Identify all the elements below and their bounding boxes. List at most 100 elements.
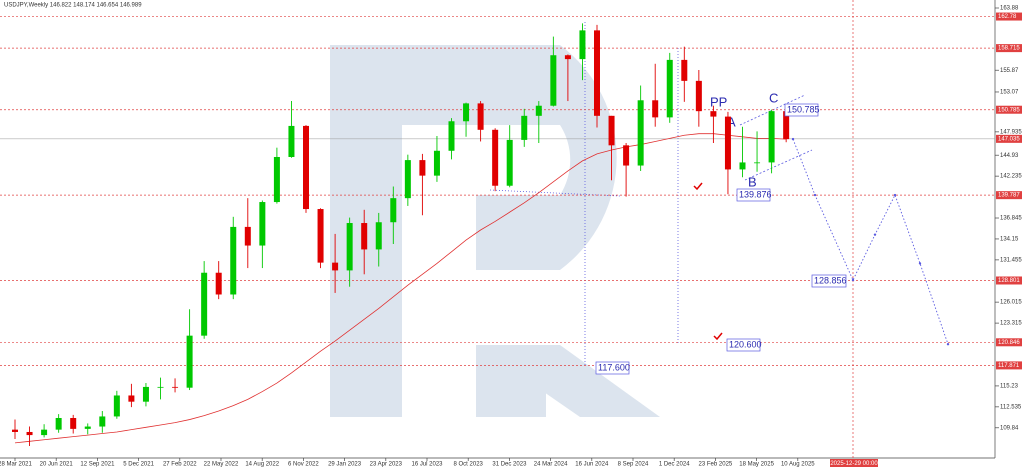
x-tick-label: 14 Aug 2022 <box>245 462 279 468</box>
candle-body <box>273 156 280 203</box>
moving-average <box>14 133 787 444</box>
y-tick-label: 147.935 <box>1000 129 1022 135</box>
wave-label: B <box>748 174 757 189</box>
y-tick-label: 109.84 <box>1000 425 1019 431</box>
y-tick-label: 131.455 <box>1000 257 1022 263</box>
level-label: 162.78 <box>998 14 1017 20</box>
price-label: 147.035 <box>998 136 1020 142</box>
forecast-path <box>792 138 949 345</box>
y-tick-label: 153.07 <box>1000 90 1019 96</box>
x-tick-label: 27 Feb 2022 <box>163 462 197 468</box>
x-tick-label: 28 Mar 2021 <box>0 462 33 468</box>
price-callout <box>726 338 761 352</box>
candle-body <box>55 417 62 430</box>
x-tick-label: 29 Jan 2023 <box>328 462 362 468</box>
candle-body <box>70 417 77 429</box>
x-tick-label: 24 Mar 2024 <box>534 462 568 468</box>
candle-body <box>564 55 571 60</box>
candle-body <box>361 223 368 250</box>
y-tick-label: 115.23 <box>1000 383 1019 389</box>
candle-body <box>230 226 237 295</box>
level-label: 128.801 <box>998 278 1020 284</box>
level-label: 150.785 <box>998 107 1020 113</box>
price-callout-label: 117.600 <box>598 362 630 372</box>
candle-body <box>637 100 644 166</box>
price-callout-label: 120.600 <box>729 339 762 349</box>
candle-body <box>666 59 673 118</box>
candle-body <box>448 121 455 151</box>
level-box <box>996 105 1022 114</box>
y-tick-label: 112.535 <box>1000 404 1022 410</box>
candle-body <box>128 395 135 402</box>
channel <box>744 149 813 181</box>
candle-body <box>317 209 324 263</box>
candle-body <box>463 103 470 122</box>
date-box <box>830 459 878 467</box>
forecast-point <box>918 262 922 265</box>
candle-body <box>754 162 761 164</box>
candle-body <box>390 198 397 223</box>
x-tick-label: 6 Nov 2022 <box>288 462 319 468</box>
x-tick-label: 16 Jun 2024 <box>575 462 609 468</box>
x-tick-label: 16 Jul 2023 <box>411 462 443 468</box>
candle-body <box>288 125 295 157</box>
wave-label: C <box>769 90 778 105</box>
candle-body <box>492 129 499 186</box>
candle-body <box>506 139 513 186</box>
candle-body <box>594 30 600 116</box>
wave-label: A <box>727 114 736 129</box>
y-tick-label: 126.015 <box>1000 300 1022 306</box>
guide <box>489 189 621 197</box>
candle-body <box>768 111 775 163</box>
candle-body <box>695 80 702 112</box>
candle-body <box>724 116 731 170</box>
watermark <box>330 45 660 417</box>
y-tick-label: 134.15 <box>1000 237 1019 243</box>
level-box <box>996 361 1022 370</box>
candle-body <box>157 386 164 388</box>
candle-body <box>303 125 309 210</box>
candle-body <box>142 386 149 402</box>
candle-body <box>12 429 18 432</box>
candle-body <box>433 150 440 176</box>
x-tick-label: 31 Dec 2023 <box>492 462 527 468</box>
y-tick-label: 144.93 <box>1000 153 1019 159</box>
level-label: 158.715 <box>998 46 1020 52</box>
x-tick-label: 8 Oct 2023 <box>454 462 484 468</box>
level-label: 139.787 <box>998 193 1020 199</box>
candle-body <box>681 59 688 81</box>
x-tick-label: 5 Dec 2021 <box>123 462 154 468</box>
candle-body <box>550 55 557 106</box>
price-callout-label: 139.876 <box>739 189 772 199</box>
candle-body <box>652 100 659 118</box>
candle-body <box>739 162 746 170</box>
level-label: 120.846 <box>998 340 1020 346</box>
x-tick-label: 23 Feb 2025 <box>699 462 733 468</box>
check-mark <box>693 182 703 191</box>
level-label: 117.871 <box>998 363 1020 369</box>
candle-body <box>244 226 251 246</box>
candle-body <box>477 103 484 130</box>
price-callout-label: 150.785 <box>787 104 820 114</box>
y-tick-label: 155.87 <box>1000 68 1019 74</box>
candle-body <box>608 115 615 146</box>
candle-body <box>186 335 193 388</box>
candle-body <box>41 429 48 436</box>
candle-body <box>535 105 542 116</box>
candle-body <box>346 223 353 271</box>
x-tick-label: 18 May 2025 <box>739 462 774 468</box>
x-tick-label: 10 Aug 2025 <box>781 462 815 468</box>
x-tick-label: 12 Sep 2021 <box>80 462 115 468</box>
level-box <box>996 338 1022 347</box>
candle-body <box>404 160 411 199</box>
candle-body <box>419 160 426 176</box>
price-box <box>996 134 1022 143</box>
price-callout <box>736 188 771 202</box>
price-callout <box>811 274 847 288</box>
chart-title: USDJPY,Weekly 146.822 148.174 146.654 14… <box>4 3 142 9</box>
level-box <box>996 44 1022 53</box>
candle-body <box>84 426 91 429</box>
y-tick-label: 142.235 <box>1000 174 1022 180</box>
level-box <box>996 12 1022 21</box>
candle-body <box>579 30 586 60</box>
